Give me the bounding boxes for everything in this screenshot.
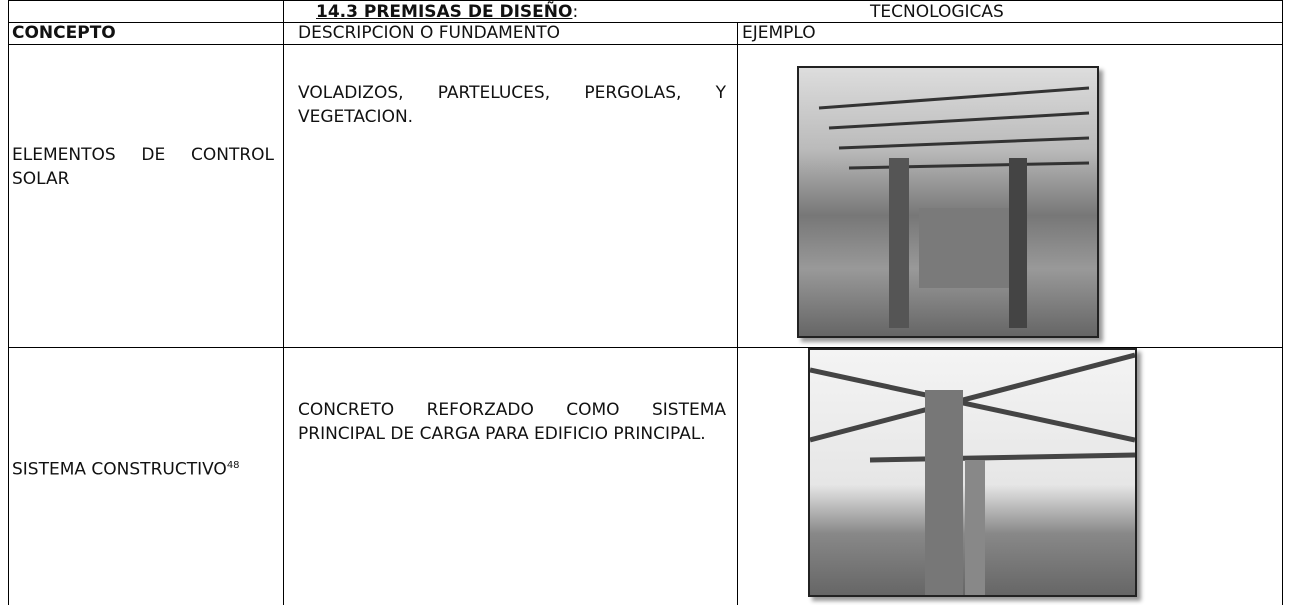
concept: ELEMENTOS DE CONTROL SOLAR [12,145,274,189]
separator: : [572,2,579,22]
rebar [810,352,1135,463]
rule [8,44,1283,45]
concept: SISTEMA CONSTRUCTIVO48 [12,454,274,482]
rule [737,22,738,605]
column [965,460,985,595]
column-header: DESCRIPCION O FUNDAMENTO [298,23,560,43]
description: VOLADIZOS, PARTELUCES, PERGOLAS, Y VEGET… [298,83,726,127]
post [889,158,909,328]
rule [283,0,284,605]
rule [8,22,1283,23]
footnote-ref: 48 [226,460,240,471]
photo-structure [808,348,1137,597]
rule [8,347,1283,348]
pergola-slats [818,86,1090,170]
column-header: EJEMPLO [742,23,816,43]
photo-art [810,352,1135,595]
title-text: 14.3 PREMISAS DE DISEÑO [316,2,573,22]
title: 14.3 PREMISAS DE DISEÑO: [316,0,578,24]
post [1009,158,1027,328]
category: TECNOLOGICAS [870,2,1004,22]
rule [1282,0,1283,605]
column [925,390,963,595]
concept-text: SISTEMA CONSTRUCTIVO [12,459,227,480]
photo-pergola [797,66,1099,338]
rule [8,0,1283,1]
description: CONCRETO REFORZADO COMO SISTEMA PRINCIPA… [298,400,726,444]
rule [8,0,9,605]
photo-art [818,86,1090,328]
wall [919,208,1009,288]
column-header: CONCEPTO [12,23,116,43]
